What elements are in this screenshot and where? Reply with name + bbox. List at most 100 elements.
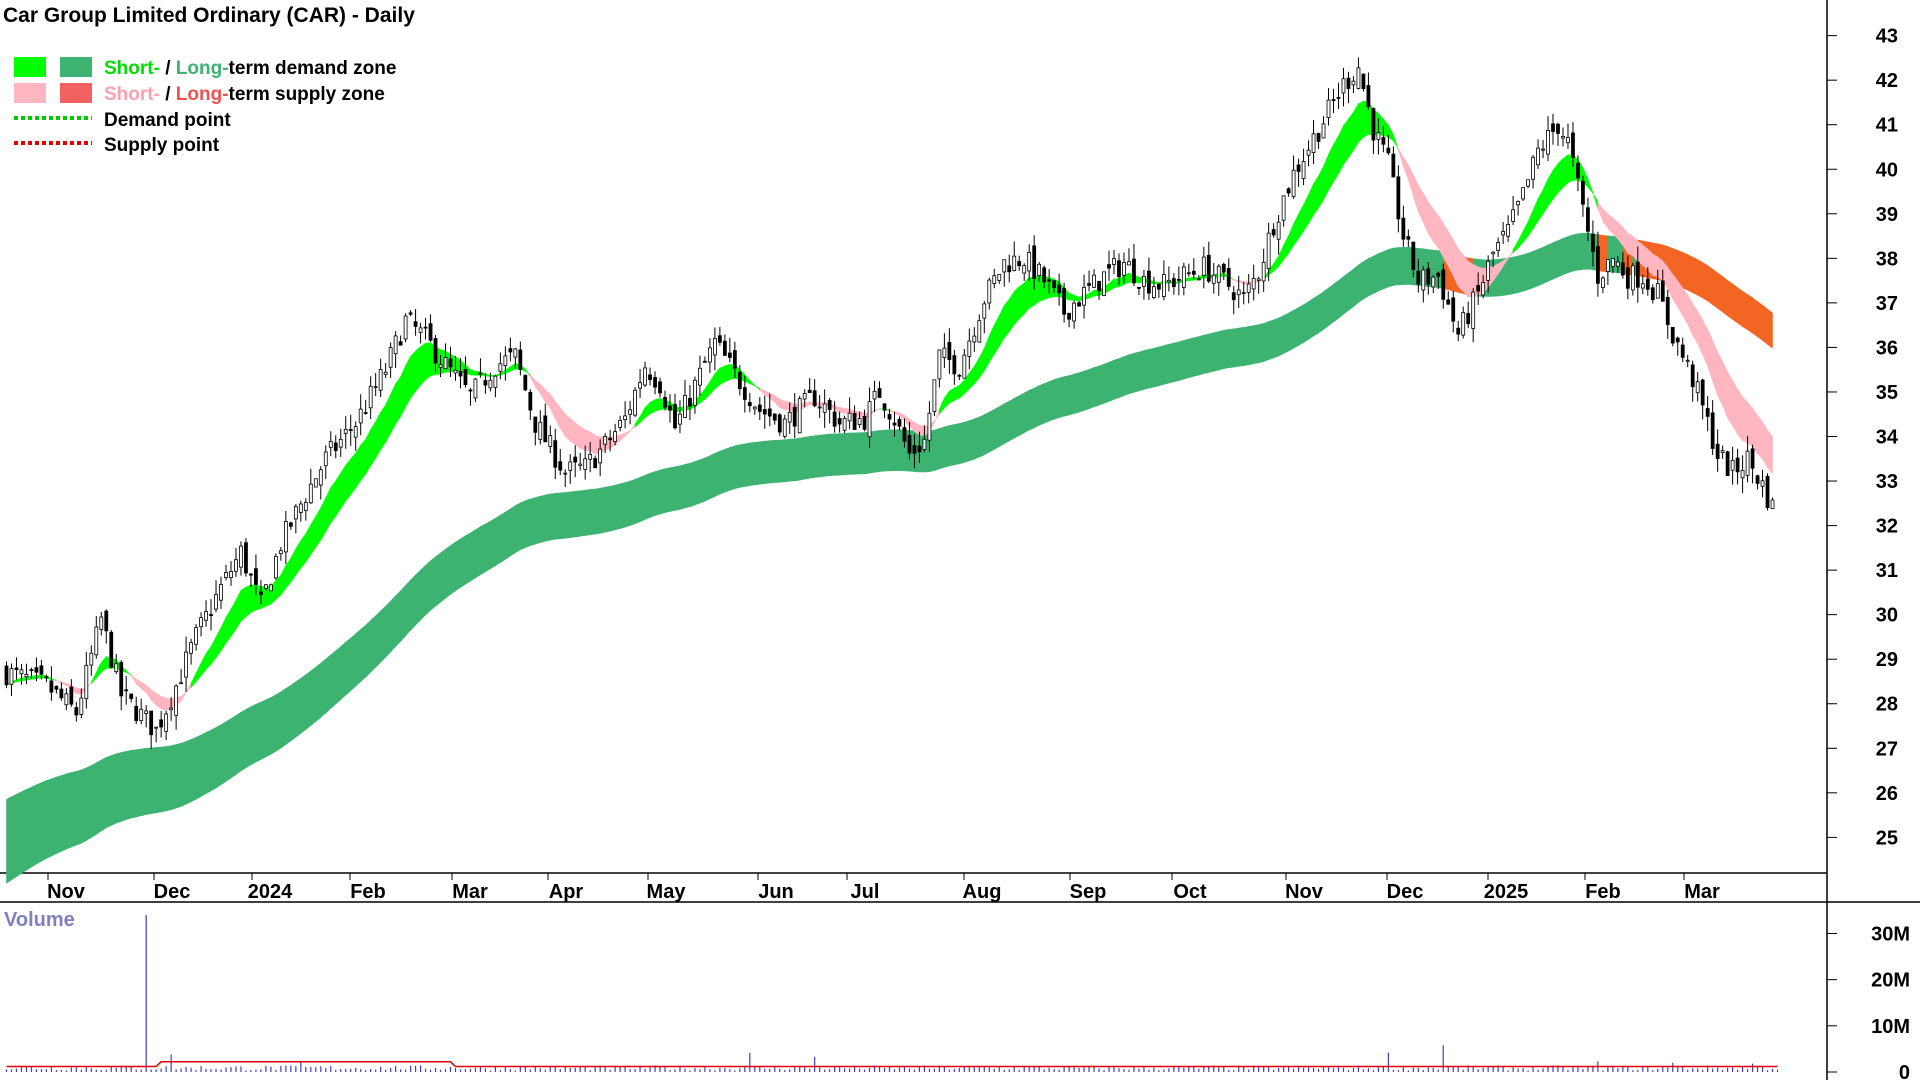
candle-body [1012,255,1017,271]
long-term-zone-segment [644,472,651,520]
short-term-zone-segment [1722,361,1728,419]
long-term-zone-segment [330,650,337,709]
candle-body [323,451,328,467]
date-tick-label: Mar [1684,881,1720,903]
date-tick-label: Aug [963,881,1002,903]
long-term-zone-segment [1542,244,1549,285]
long-term-zone-segment [958,421,965,465]
long-term-zone-segment [624,480,631,528]
short-term-zone-segment [1088,289,1095,299]
candle-body [1541,148,1545,151]
long-term-zone-segment [91,762,97,839]
long-term-zone-segment [1083,368,1090,411]
short-term-zone-segment [1383,118,1389,138]
long-term-zone-segment [634,476,641,525]
short-term-zone-segment [1532,198,1539,230]
short-term-zone-segment [160,695,167,711]
candle-body [1266,232,1271,269]
long-term-zone-segment [400,584,406,643]
short-term-zone-segment [1023,276,1030,315]
long-term-zone-segment [719,448,726,495]
candle-body [1481,282,1486,296]
long-term-zone-segment [1403,246,1409,285]
candle-body [578,463,583,466]
candle-body [1446,299,1451,305]
long-term-zone-segment [549,493,556,541]
candle-body [528,391,533,411]
short-term-zone-segment [978,348,985,379]
candle-body [742,387,747,400]
price-tick-label: 43 [1876,26,1898,48]
short-term-zone-segment [744,374,751,385]
candle-body [1615,261,1620,267]
short-term-zone-segment [529,374,536,387]
short-term-zone-segment [1298,204,1304,240]
candle-body [1356,67,1361,89]
short-term-zone-segment [275,574,282,601]
long-term-zone-segment [669,466,676,512]
long-term-zone-segment [569,490,576,538]
long-term-zone-segment [265,697,272,758]
short-term-zone-segment [101,655,107,673]
candle-body [1381,137,1386,145]
legend-swatch-long-demand [60,57,92,77]
candle-body [927,412,932,441]
candle-body [293,506,298,520]
candle-body [1047,279,1052,282]
candle-body [114,663,119,673]
short-term-zone-segment [395,375,401,425]
long-term-zone-segment [714,450,721,497]
long-term-zone-segment [125,750,132,821]
candle-body [1082,286,1086,306]
short-term-zone-segment [415,346,421,393]
long-term-zone-segment [709,452,716,500]
short-term-zone-segment [1338,125,1344,174]
candle-body [543,415,548,443]
short-term-zone-segment [1607,213,1614,235]
candle-body [1291,169,1296,197]
candle-body [29,669,34,672]
candle-body [862,416,867,430]
long-term-zone-segment [370,615,377,673]
candle-body [333,442,338,452]
short-term-zone-segment [968,365,975,390]
short-term-zone-segment [1737,388,1743,442]
candle-body [1166,279,1171,283]
candle-body [847,412,852,422]
short-term-zone-segment [270,579,277,605]
candle-body [308,483,313,504]
candle-body [1640,283,1645,289]
short-term-zone-segment [325,487,332,533]
long-term-zone-segment [16,791,22,878]
long-term-zone-segment [534,495,541,545]
price-tick-label: 41 [1876,115,1898,137]
candle-body [1710,412,1715,449]
candle-body [1097,280,1101,292]
long-term-zone-segment [335,645,342,705]
candle-body [1476,285,1481,292]
long-term-zone-segment [1522,252,1529,292]
candle-body [1650,287,1655,300]
candle-body [902,427,907,442]
volume-tick-label: 0 [1899,1062,1910,1080]
short-term-zone-segment [135,678,142,690]
long-term-zone-segment [809,435,816,479]
candle-body [318,469,323,486]
short-term-zone-segment [1527,209,1534,238]
short-term-zone-segment [1522,221,1529,244]
candle-body [1246,283,1251,293]
long-term-zone-segment [1348,268,1354,312]
long-term-zone-segment [1118,356,1125,399]
long-term-zone-segment [724,447,731,493]
short-term-zone-segment [1767,429,1773,475]
long-term-zone-segment [694,459,701,506]
long-term-zone-segment [465,532,471,585]
short-term-zone-segment [140,681,147,694]
candle-body [94,626,99,656]
candle-body [1441,269,1446,300]
short-term-zone-segment [1353,102,1359,152]
long-term-zone-segment [1343,272,1349,315]
candle-body [737,371,742,390]
short-term-zone-segment [1073,294,1080,302]
